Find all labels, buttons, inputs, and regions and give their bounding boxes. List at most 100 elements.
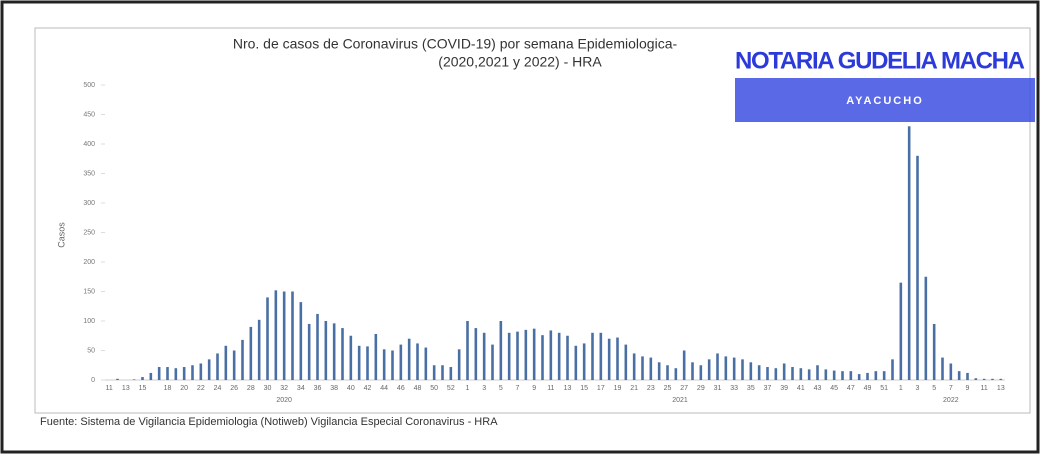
bar [799,368,803,380]
bar [674,368,678,380]
stamp-band [735,78,1035,122]
bar [132,379,136,380]
x-tick-label: 30 [264,385,272,392]
x-tick-label: 5 [932,385,936,392]
bar [316,313,319,380]
y-axis-label: Casos [56,222,66,248]
x-tick-label: 43 [814,385,822,392]
x-tick-label: 18 [164,385,172,392]
x-tick-label: 27 [680,385,688,392]
bar [949,363,953,380]
bar [532,328,536,380]
bar [232,350,236,380]
x-tick-label: 9 [966,385,970,392]
x-tick-label: 31 [714,385,722,392]
x-tick-label: 11 [547,385,554,392]
bar [582,343,586,380]
bar [857,374,861,380]
x-tick-label: 19 [614,385,622,392]
bar [891,359,894,380]
bar [999,378,1003,380]
bar [407,338,411,380]
bar [216,353,219,380]
year-label: 2021 [672,397,688,404]
bar [849,371,853,380]
bar [557,332,561,380]
bar [841,371,844,380]
bar [182,367,186,380]
bar [349,335,353,380]
bar [266,297,269,380]
bar [399,344,403,380]
bar [782,363,786,380]
chart-title: (2020,2021 y 2022) - HRA [438,54,602,70]
bar [191,365,194,380]
bar [649,357,653,380]
bar [149,372,153,380]
bar [224,345,228,380]
bar [824,369,828,380]
bar [866,372,869,380]
x-tick-label: 17 [597,385,605,392]
x-tick-label: 7 [516,385,520,392]
x-tick-label: 7 [949,385,953,392]
bar [657,362,661,380]
bar [341,328,344,380]
x-tick-label: 46 [397,385,405,392]
x-tick-label: 1 [899,385,903,392]
bar [966,372,969,380]
y-tick-label: 350 [83,170,95,177]
bar [449,367,453,380]
bar [899,282,903,380]
bar [274,290,278,380]
stamp-name: NOTARIA GUDELIA MACHA [735,47,1025,74]
bar [424,347,428,380]
x-tick-label: 9 [532,385,536,392]
y-tick-label: 150 [83,288,95,295]
bar [957,371,961,380]
bar [391,350,394,380]
bar [766,367,769,380]
x-tick-label: 23 [647,385,655,392]
bar [591,332,594,380]
source: Fuente: Sistema de Vigilancia Epidemiolo… [40,416,498,428]
bar [199,363,203,380]
bar [507,332,511,380]
x-tick-label: 52 [447,385,455,392]
x-tick-label: 11 [106,385,113,392]
x-tick-label: 50 [430,385,438,392]
x-tick-label: 29 [697,385,705,392]
y-tick-label: 400 [83,141,95,148]
bar [282,291,286,380]
chart-title: Nro. de casos de Coronavirus (COVID-19) … [233,36,678,52]
bar [816,365,819,380]
bar [607,338,611,380]
bar [924,276,928,380]
x-tick-label: 26 [230,385,238,392]
bar [599,332,603,380]
bar [874,371,878,380]
bar [291,291,294,380]
stamp-city: AYACUCHO [846,95,924,107]
bar [732,357,736,380]
bar [307,323,311,380]
x-tick-label: 45 [830,385,838,392]
bar [332,323,336,380]
x-tick-label: 33 [730,385,738,392]
x-tick-label: 15 [580,385,588,392]
bar [482,332,486,380]
bar [116,378,119,380]
bar [541,335,544,380]
bar [791,367,794,380]
bar [574,345,578,380]
bar [566,335,569,380]
bar [157,367,161,380]
bar [624,344,628,380]
x-tick-label: 13 [564,385,572,392]
bar [991,378,994,380]
bar [441,365,444,380]
bar [241,339,244,380]
bar [724,356,728,380]
bar [499,321,503,380]
